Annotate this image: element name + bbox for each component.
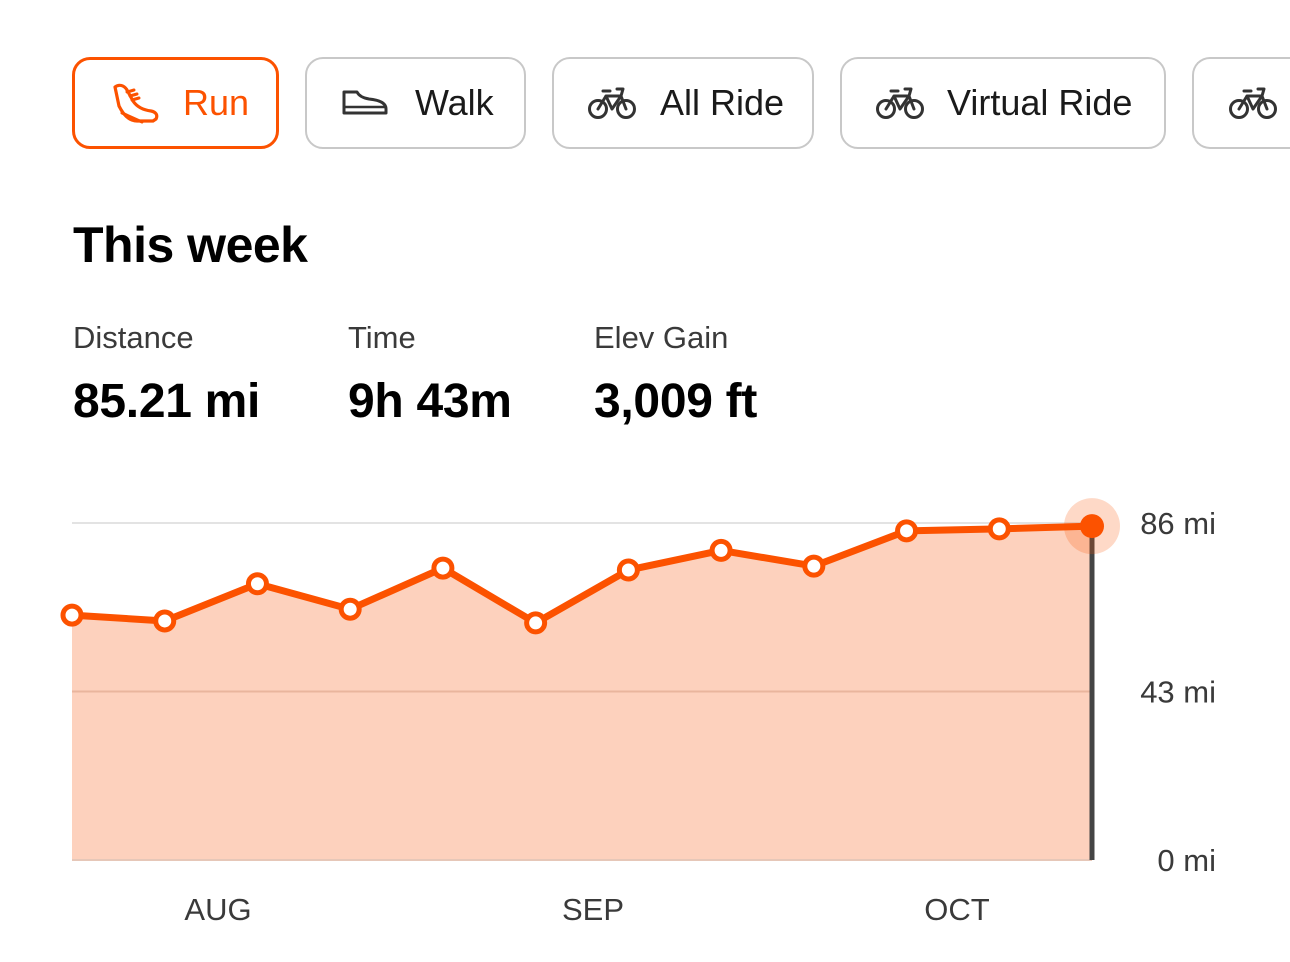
running-shoe-icon (109, 81, 161, 125)
stat-label: Distance (73, 320, 194, 355)
data-point (245, 572, 269, 596)
x-axis-label: SEP (562, 892, 624, 927)
stat-label: Elev Gain (594, 320, 729, 355)
stat-time: Time 9h 43m (348, 320, 512, 429)
tab-all-ride[interactable]: All Ride (552, 57, 814, 149)
walking-shoe-icon (341, 88, 389, 118)
tab-virtual-ride[interactable]: Virtual Ride (840, 57, 1166, 149)
bicycle-icon (875, 86, 925, 120)
tab-run[interactable]: Run (72, 57, 279, 149)
sport-type-tabs: Run Walk All Ride Virtu (0, 57, 1290, 153)
tab-label: All Ride (660, 82, 785, 123)
data-point (709, 538, 733, 562)
stat-value: 9h 43m (348, 375, 512, 428)
stat-elev-gain: Elev Gain 3,009 ft (594, 320, 757, 429)
data-point (431, 556, 455, 580)
tab-walk[interactable]: Walk (305, 57, 526, 149)
x-axis-labels: AUG SEP OCT (184, 892, 989, 927)
y-axis-label: 86 mi (1140, 506, 1216, 541)
tab-more-ride[interactable] (1192, 57, 1290, 149)
data-point (802, 554, 826, 578)
y-axis-label: 43 mi (1140, 675, 1216, 710)
current-data-point (1080, 514, 1104, 539)
data-point (338, 597, 362, 621)
stat-value: 85.21 mi (73, 375, 261, 428)
tab-label: Run (183, 82, 250, 123)
data-point (153, 609, 177, 633)
section-title: This week (73, 217, 308, 273)
data-point (60, 603, 84, 627)
stat-value: 3,009 ft (594, 375, 758, 428)
tab-label: Walk (415, 82, 494, 123)
data-point (524, 611, 548, 635)
data-point (616, 558, 640, 582)
data-point (895, 519, 919, 543)
bicycle-icon (587, 86, 637, 120)
y-axis-labels: 86 mi 43 mi 0 mi (1140, 506, 1216, 878)
weekly-distance-chart: 86 mi 43 mi 0 mi AUG SEP OCT (60, 498, 1216, 927)
y-axis-label: 0 mi (1157, 843, 1216, 878)
bicycle-icon (1228, 86, 1278, 120)
data-point (987, 517, 1011, 541)
stat-distance: Distance 85.21 mi (73, 320, 260, 429)
x-axis-label: AUG (184, 892, 251, 927)
grid-layer (72, 522, 1092, 861)
points-layer (60, 498, 1120, 635)
tab-label: Virtual Ride (947, 82, 1133, 123)
stat-label: Time (348, 320, 416, 355)
series-line (71, 522, 1093, 627)
x-axis-label: OCT (924, 892, 990, 927)
area-fill (72, 526, 1092, 860)
